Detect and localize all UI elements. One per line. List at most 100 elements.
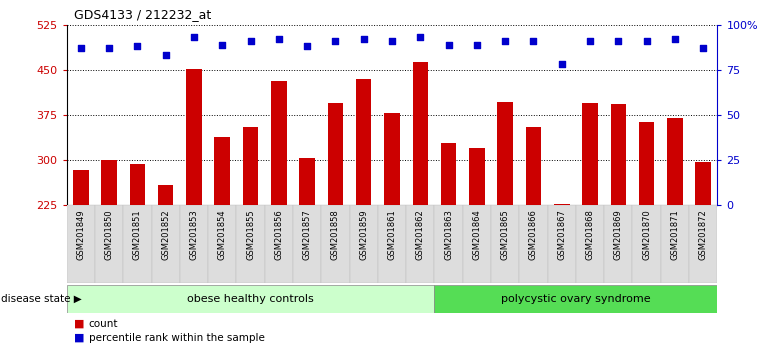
Point xyxy=(470,42,483,47)
Bar xyxy=(293,205,321,283)
Text: disease state ▶: disease state ▶ xyxy=(1,294,82,304)
Point xyxy=(697,45,710,51)
Text: GSM201849: GSM201849 xyxy=(76,209,85,260)
Point xyxy=(358,36,370,42)
Bar xyxy=(378,205,406,283)
Bar xyxy=(689,205,717,283)
Text: GSM201866: GSM201866 xyxy=(529,209,538,260)
Bar xyxy=(67,285,434,313)
Point xyxy=(329,38,342,44)
Text: percentile rank within the sample: percentile rank within the sample xyxy=(89,333,264,343)
Point xyxy=(499,38,511,44)
Bar xyxy=(73,170,89,341)
Text: GSM201864: GSM201864 xyxy=(473,209,481,260)
Text: polycystic ovary syndrome: polycystic ovary syndrome xyxy=(501,294,651,304)
Point xyxy=(131,44,143,49)
Text: GSM201862: GSM201862 xyxy=(416,209,425,260)
Bar xyxy=(129,164,145,341)
Text: GSM201850: GSM201850 xyxy=(104,209,114,260)
Bar xyxy=(350,205,378,283)
Point xyxy=(669,36,681,42)
Text: GSM201868: GSM201868 xyxy=(586,209,594,260)
Bar xyxy=(123,205,151,283)
Bar xyxy=(633,205,661,283)
Bar xyxy=(243,127,258,341)
Bar xyxy=(491,205,519,283)
Bar xyxy=(384,113,400,341)
Point xyxy=(159,53,172,58)
Text: GSM201871: GSM201871 xyxy=(670,209,680,260)
Text: ■: ■ xyxy=(74,319,85,329)
Text: GSM201861: GSM201861 xyxy=(387,209,397,260)
Bar xyxy=(271,81,287,341)
Text: GSM201858: GSM201858 xyxy=(331,209,340,260)
Point xyxy=(386,38,398,44)
Bar xyxy=(95,205,123,283)
Text: GSM201855: GSM201855 xyxy=(246,209,255,260)
Bar xyxy=(547,205,576,283)
Bar xyxy=(208,205,237,283)
Text: GSM201863: GSM201863 xyxy=(444,209,453,260)
Text: ■: ■ xyxy=(74,333,85,343)
Bar xyxy=(554,204,569,341)
Text: GSM201859: GSM201859 xyxy=(359,209,368,260)
Point xyxy=(527,38,539,44)
Bar xyxy=(328,103,343,341)
Point xyxy=(187,35,200,40)
Bar xyxy=(101,160,117,341)
Bar xyxy=(158,185,173,341)
Text: GSM201869: GSM201869 xyxy=(614,209,622,260)
Bar xyxy=(497,102,513,341)
Bar xyxy=(469,148,485,341)
Bar xyxy=(604,205,633,283)
Bar xyxy=(463,205,491,283)
Text: obese healthy controls: obese healthy controls xyxy=(187,294,314,304)
Point xyxy=(103,45,115,51)
Bar xyxy=(237,205,265,283)
Bar xyxy=(434,205,463,283)
Point xyxy=(584,38,597,44)
Text: GSM201854: GSM201854 xyxy=(218,209,227,260)
Text: count: count xyxy=(89,319,118,329)
Bar xyxy=(180,205,208,283)
Bar xyxy=(356,79,372,341)
Text: GSM201867: GSM201867 xyxy=(557,209,566,260)
Bar xyxy=(576,205,604,283)
Bar xyxy=(434,285,717,313)
Point xyxy=(414,35,426,40)
Text: GSM201872: GSM201872 xyxy=(699,209,708,260)
Bar xyxy=(299,158,315,341)
Point xyxy=(301,44,314,49)
Bar xyxy=(321,205,350,283)
Bar xyxy=(611,104,626,341)
Bar xyxy=(441,143,456,341)
Text: GSM201852: GSM201852 xyxy=(162,209,170,260)
Bar xyxy=(695,162,711,341)
Bar xyxy=(519,205,547,283)
Point xyxy=(216,42,228,47)
Bar xyxy=(661,205,689,283)
Bar xyxy=(526,127,541,341)
Bar xyxy=(406,205,434,283)
Point xyxy=(641,38,653,44)
Bar xyxy=(639,122,655,341)
Point xyxy=(273,36,285,42)
Point xyxy=(245,38,257,44)
Text: GSM201856: GSM201856 xyxy=(274,209,283,260)
Text: GSM201853: GSM201853 xyxy=(190,209,198,260)
Bar xyxy=(583,103,598,341)
Bar xyxy=(265,205,293,283)
Text: GSM201851: GSM201851 xyxy=(132,209,142,260)
Bar xyxy=(151,205,180,283)
Point xyxy=(442,42,455,47)
Text: GSM201857: GSM201857 xyxy=(303,209,311,260)
Bar xyxy=(667,118,683,341)
Text: GSM201865: GSM201865 xyxy=(501,209,510,260)
Text: GSM201870: GSM201870 xyxy=(642,209,652,260)
Text: GDS4133 / 212232_at: GDS4133 / 212232_at xyxy=(74,8,212,21)
Bar xyxy=(186,69,201,341)
Point xyxy=(612,38,625,44)
Bar xyxy=(67,205,95,283)
Bar xyxy=(215,137,230,341)
Point xyxy=(556,62,568,67)
